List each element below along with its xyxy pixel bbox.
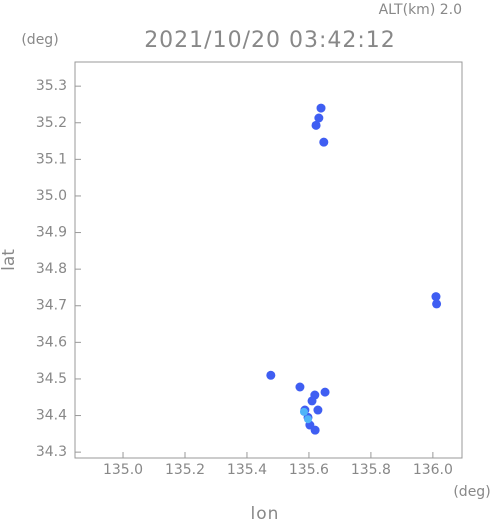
x-tick-label: 135.4: [227, 462, 267, 478]
altitude-label: ALT(km) 2.0: [379, 2, 462, 18]
echo-cell: [266, 370, 276, 380]
y-tick-label: 35.2: [36, 115, 67, 131]
y-tick-label: 35.3: [36, 78, 67, 94]
x-tick-label: 135.2: [165, 462, 205, 478]
echo-cell: [319, 137, 329, 147]
y-unit: (deg): [21, 32, 58, 48]
echo-cell: [295, 382, 305, 392]
y-axis-label: lat: [0, 249, 19, 271]
y-tick-label: 34.6: [36, 334, 67, 350]
echo-cell: [313, 405, 323, 415]
x-tick-label: 135.8: [351, 462, 391, 478]
chart-title: 2021/10/20 03:42:12: [144, 28, 396, 53]
y-tick-label: 35.1: [36, 151, 67, 167]
echo-cell: [431, 292, 441, 302]
echo-cell: [320, 387, 330, 397]
y-tick-label: 34.8: [36, 261, 67, 277]
echo-cell: [432, 299, 442, 309]
echo-cell: [299, 407, 308, 416]
echo-cell: [314, 113, 324, 123]
x-tick-label: 135.6: [289, 462, 329, 478]
y-tick-label: 34.3: [36, 444, 67, 460]
y-tick-label: 34.5: [36, 371, 67, 387]
x-tick-label: 136.0: [413, 462, 453, 478]
y-tick-label: 34.7: [36, 298, 67, 314]
echo-cell: [310, 425, 320, 435]
echo-cell: [311, 120, 321, 130]
plot-frame: [74, 61, 463, 459]
x-tick-label: 135.0: [103, 462, 143, 478]
echo-cell: [316, 103, 326, 113]
y-tick-label: 34.4: [36, 408, 67, 424]
echo-cell: [304, 415, 313, 424]
x-axis-label: lon: [251, 504, 280, 521]
y-tick-label: 34.9: [36, 225, 67, 241]
y-tick-label: 35.0: [36, 188, 67, 204]
x-unit: (deg): [453, 484, 490, 500]
echo-cell: [307, 396, 317, 406]
